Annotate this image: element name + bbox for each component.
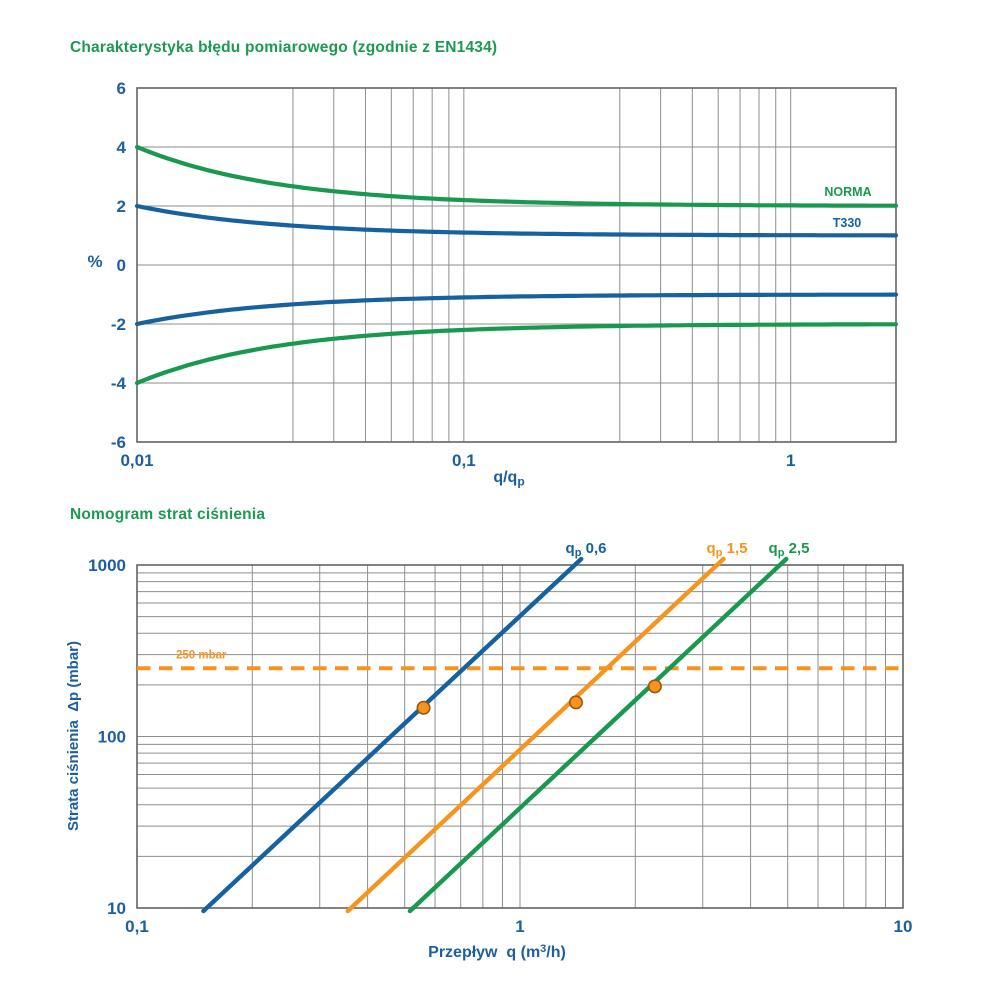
y-tick-label: 6 (117, 79, 126, 98)
plot-border (136, 564, 904, 909)
x-tick-label: 1 (515, 917, 524, 936)
flow-line-qp-0-6 (201, 556, 584, 914)
flow-line-label-qp-1-5: qp 1,5 (707, 540, 748, 559)
y-tick-label: 4 (117, 138, 127, 157)
x-axis-label: Przepływ q (m3/h) (428, 943, 566, 961)
error-curve-t330-upper (134, 203, 899, 238)
reference-line-label: 250 mbar (176, 649, 227, 661)
error-curve-norma-lower (134, 322, 899, 386)
error-chart: NORMA T330 0,01 0,1 1 6 4 2 0 -2 -4 -6% q/qp (87, 79, 899, 489)
plot-border (136, 87, 897, 443)
y-axis-label: % (87, 252, 102, 271)
series-label-norma: NORMA (824, 185, 871, 199)
x-tick-label: 10 (894, 917, 913, 936)
x-axis-label: q/qp (493, 469, 524, 489)
operating-point-marker (416, 700, 431, 715)
nomogram-title: Nomogram strat ciśnienia (70, 506, 266, 523)
y-tick-label: 1000 (88, 556, 126, 575)
nomogram-chart: 250 mbar qp 0,6 qp 1,5 qp 2,5 0,1 1 10 1000 100 1… (65, 540, 912, 961)
series-label-t330: T330 (833, 216, 862, 230)
error-curve-norma-upper (134, 144, 899, 208)
y-tick-label: -4 (111, 374, 127, 393)
error-chart-title: Charakterystyka błędu pomiarowego (zgodn… (70, 39, 498, 56)
error-curve-t330-lower (134, 292, 899, 327)
flow-line-label-qp-2-5: qp 2,5 (769, 540, 810, 559)
x-tick-label: 0,1 (452, 451, 476, 470)
x-tick-label: 1 (786, 451, 795, 470)
y-axis-label: Strata ciśnienia Δp (mbar) (65, 641, 82, 831)
y-tick-label: -6 (111, 433, 126, 452)
x-tick-label: 0,01 (120, 451, 153, 470)
operating-point-marker (647, 679, 662, 694)
flow-line-qp-2-5 (407, 556, 789, 914)
y-tick-label: 2 (117, 197, 126, 216)
operating-point-marker (568, 695, 583, 710)
y-tick-label: -2 (111, 315, 126, 334)
x-tick-label: 0,1 (125, 917, 149, 936)
y-tick-label: 0 (117, 256, 126, 275)
flow-line-qp-1-5 (345, 556, 726, 914)
flow-line-label-qp-0-6: qp 0,6 (566, 540, 607, 559)
y-tick-label: 10 (107, 899, 126, 918)
y-tick-label: 100 (98, 728, 126, 747)
